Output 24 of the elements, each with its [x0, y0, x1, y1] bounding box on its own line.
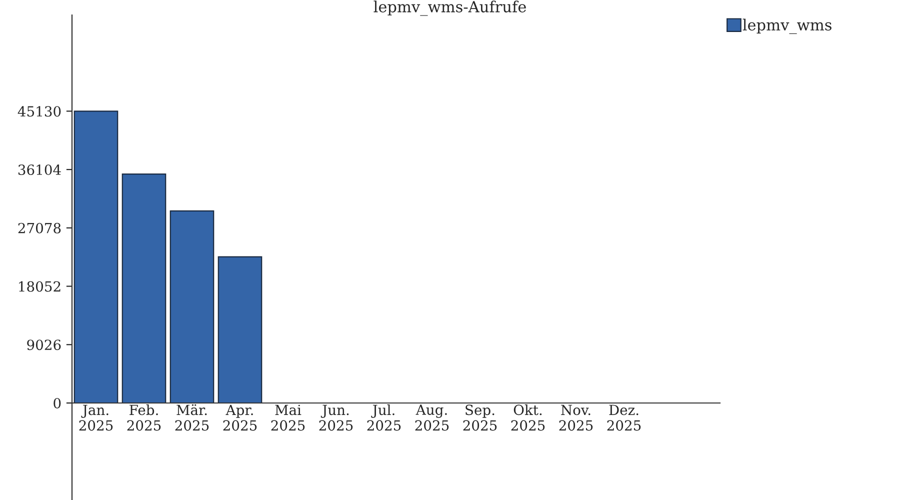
y-tick-label: 0 [54, 398, 61, 408]
x-tick-label: Mär. 2025 [175, 404, 209, 431]
legend-label: lepmv_wms [742, 18, 832, 34]
bar [122, 174, 166, 404]
x-tick-label: Dez. 2025 [607, 404, 641, 431]
x-tick-label: Apr. 2025 [223, 404, 257, 431]
bar [218, 256, 262, 404]
x-tick-label: Mai 2025 [271, 404, 305, 431]
chart-title: lepmv_wms-Aufrufe [374, 0, 526, 16]
x-tick-label: Okt. 2025 [511, 404, 545, 431]
x-tick-label: Aug. 2025 [415, 404, 449, 431]
x-tick-label: Jul. 2025 [367, 404, 401, 431]
x-tick-label: Sep. 2025 [463, 404, 497, 431]
bar [170, 210, 214, 404]
bar [74, 110, 118, 404]
x-tick-label: Jun. 2025 [319, 404, 353, 431]
y-tick-label: 9026 [27, 340, 61, 350]
x-tick-label: Nov. 2025 [559, 404, 593, 431]
y-tick-label: 27078 [18, 222, 61, 234]
y-tick-label: 36104 [18, 164, 61, 175]
y-tick-label: 45130 [18, 106, 61, 117]
x-tick-label: Feb. 2025 [127, 404, 161, 431]
x-tick-label: Jan. 2025 [79, 404, 113, 431]
y-tick-label: 18052 [19, 281, 60, 292]
